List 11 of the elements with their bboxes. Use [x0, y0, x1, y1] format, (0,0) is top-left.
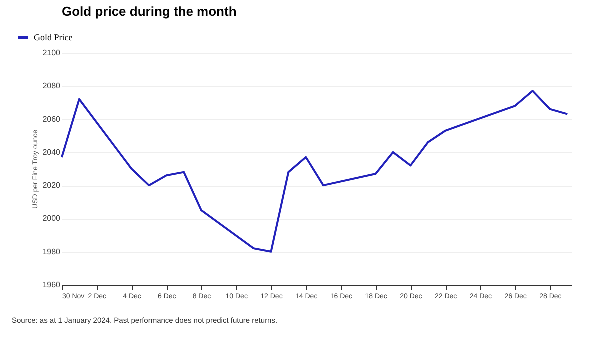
line-series: [61, 90, 569, 253]
y-tick-label: 2100: [42, 48, 62, 58]
chart-title: Gold price during the month: [62, 4, 237, 19]
y-tick-label: 1980: [42, 247, 62, 256]
y-tick-label: 2020: [42, 181, 62, 190]
y-tick-label: 1960: [42, 280, 62, 290]
legend-label: Gold Price: [34, 32, 73, 42]
y-tick-label: 2080: [42, 82, 62, 91]
y-tick-label: 2040: [42, 148, 62, 157]
y-tick-label: 2060: [42, 114, 62, 124]
y-tick-label: 2000: [42, 214, 62, 224]
